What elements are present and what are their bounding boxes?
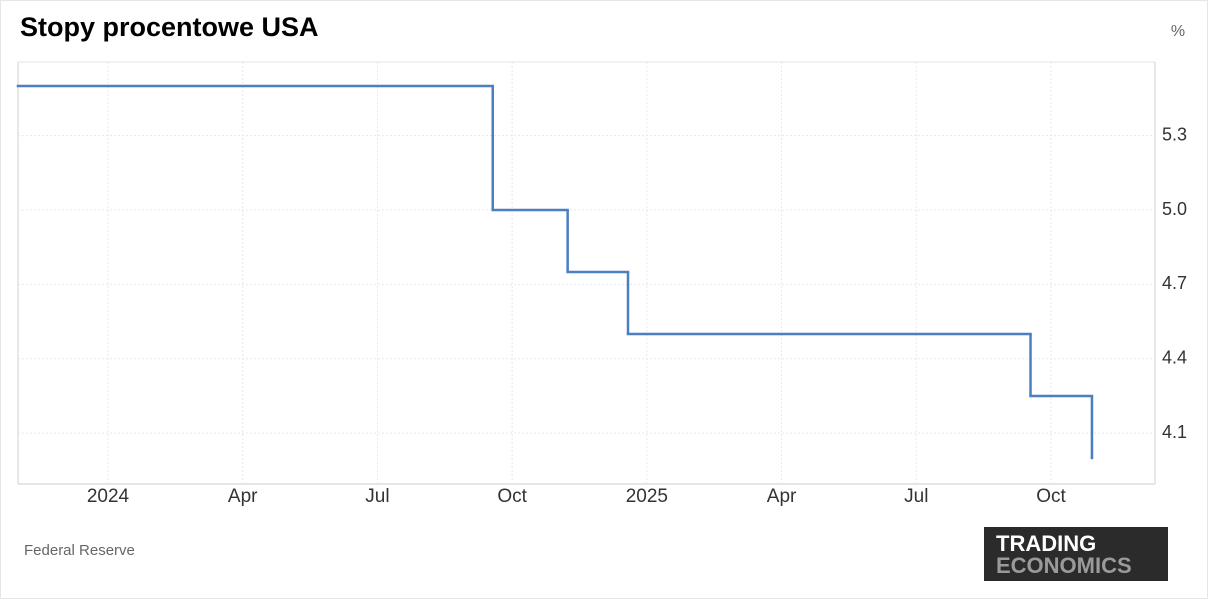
x-tick-label: 2025 — [626, 486, 668, 507]
y-tick-label: 4.1 — [1162, 422, 1187, 442]
x-tick-label: Apr — [767, 486, 797, 507]
x-tick-label: Oct — [497, 486, 527, 507]
logo-line: TRADING — [996, 531, 1096, 556]
y-tick-label: 5.0 — [1162, 199, 1187, 219]
logo-box — [984, 527, 1168, 581]
unit-label: % — [1171, 23, 1185, 40]
source: Federal Reserve — [24, 542, 135, 559]
chart-title: Stopy procentowe USA — [20, 12, 319, 42]
x-tick-label: Apr — [228, 486, 258, 507]
x-tick-label: Jul — [365, 486, 389, 507]
x-tick-label: Jul — [904, 486, 928, 507]
x-tick-label: 2024 — [87, 486, 130, 507]
x-tick-label: Oct — [1036, 486, 1066, 507]
logo-line: ECONOMICS — [996, 553, 1132, 578]
y-tick-label: 4.7 — [1162, 273, 1187, 293]
y-tick-label: 4.4 — [1162, 348, 1187, 368]
y-tick-label: 5.3 — [1162, 124, 1187, 144]
